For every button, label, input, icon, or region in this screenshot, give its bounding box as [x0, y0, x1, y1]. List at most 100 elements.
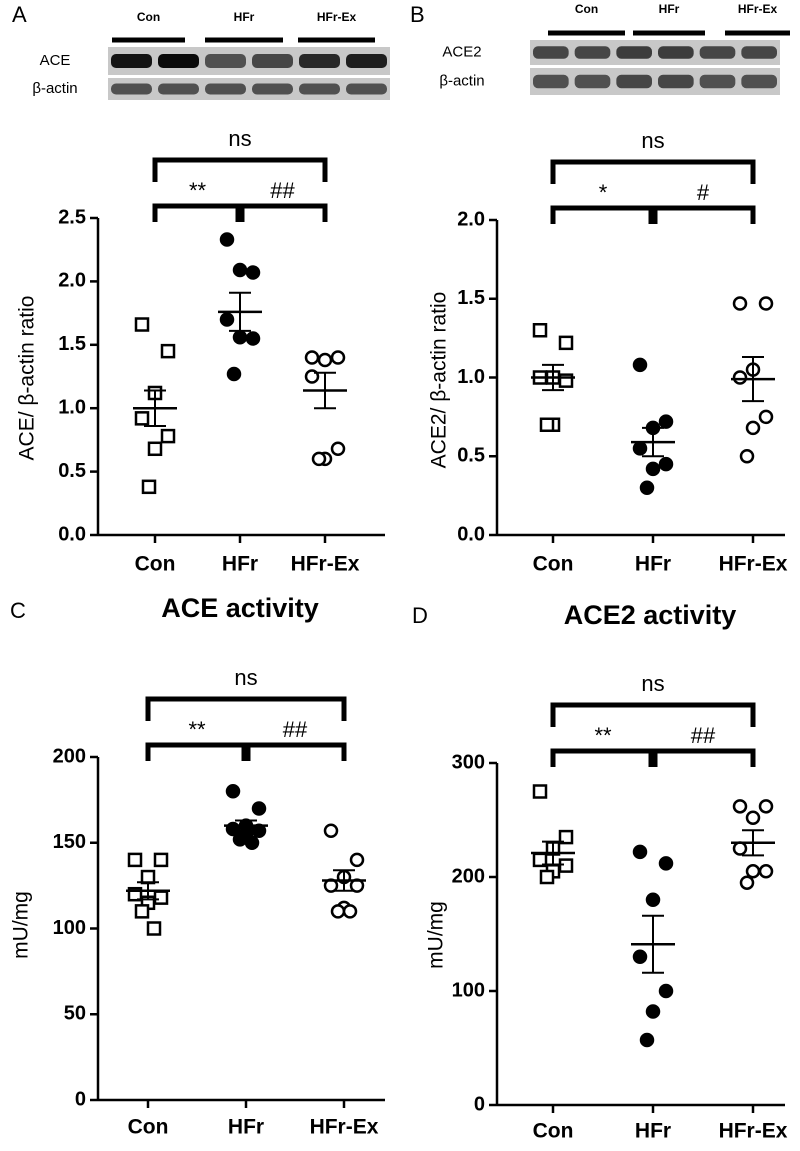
significance-bracket	[152, 157, 328, 182]
significance-bracket	[145, 696, 347, 721]
data-point	[232, 329, 248, 345]
x-tick-label: Con	[533, 553, 574, 576]
lane-label: Con	[575, 2, 598, 16]
significance-label: *	[599, 180, 608, 205]
blot-band	[205, 83, 246, 95]
blot-band	[658, 74, 694, 89]
y-tick-label: 50	[64, 1003, 86, 1025]
blot-row-label: β-actin	[439, 72, 484, 89]
blot-bg	[108, 47, 390, 75]
blot-band	[699, 46, 736, 59]
blot-band	[741, 74, 777, 89]
data-point	[558, 829, 574, 845]
significance-bracket	[145, 742, 247, 761]
data-point	[147, 441, 163, 457]
panel-letter: D	[412, 603, 428, 628]
data-point	[758, 799, 774, 814]
significance-label: ns	[641, 671, 664, 696]
x-tick-label: HFr-Ex	[719, 553, 788, 576]
data-point	[739, 449, 755, 464]
y-tick-label: 150	[53, 831, 86, 853]
blot-band	[111, 83, 152, 95]
blot-row-label: ACE2	[442, 43, 481, 60]
data-point	[745, 864, 761, 879]
blot-band	[574, 46, 611, 59]
blot-band	[699, 74, 736, 89]
data-point	[732, 841, 748, 856]
blot-band	[252, 83, 293, 95]
blot-band	[346, 83, 387, 95]
data-point	[330, 904, 346, 919]
data-point	[232, 832, 248, 847]
data-point	[539, 417, 555, 432]
data-point	[658, 456, 674, 472]
panel-letter: B	[410, 2, 425, 27]
data-point	[558, 858, 574, 873]
data-point	[127, 852, 143, 868]
blot-row-label: β-actin	[32, 80, 77, 97]
y-tick-label: 2.0	[58, 270, 86, 292]
lane-label: HFr	[234, 10, 255, 24]
y-tick-label: 300	[452, 751, 485, 773]
data-point	[160, 428, 176, 444]
x-tick-label: HFr	[222, 553, 258, 576]
y-tick-label: 0.0	[457, 523, 485, 545]
blot-band	[616, 74, 652, 89]
y-axis-label: mU/mg	[425, 901, 448, 969]
significance-label: ns	[228, 126, 251, 151]
y-axis-label: ACE/ β-actin ratio	[16, 296, 39, 461]
data-point	[539, 869, 555, 885]
y-tick-label: 0.0	[58, 523, 86, 545]
chart-title: ACE2 activity	[564, 600, 737, 630]
data-point	[645, 892, 661, 908]
data-point	[342, 904, 358, 919]
blot-band	[299, 54, 340, 68]
blot-row-label: ACE	[40, 52, 71, 69]
significance-label: ns	[234, 665, 257, 690]
significance-label: **	[188, 717, 206, 742]
blot-band	[658, 46, 694, 59]
significance-bracket	[550, 748, 654, 767]
significance-label: **	[594, 723, 612, 748]
y-tick-label: 2.5	[58, 206, 86, 228]
y-axis-label: mU/mg	[10, 891, 33, 959]
data-point	[160, 343, 176, 359]
data-point	[639, 1032, 655, 1048]
data-point	[134, 317, 150, 332]
data-point	[645, 461, 661, 477]
data-point	[632, 949, 648, 965]
panel-letter: C	[10, 598, 26, 623]
data-point	[141, 479, 157, 495]
significance-bracket	[245, 742, 347, 761]
chart-title: ACE activity	[161, 593, 319, 623]
data-point	[632, 441, 648, 456]
y-tick-label: 100	[53, 917, 86, 939]
lane-label: Con	[137, 10, 160, 24]
data-point	[645, 1004, 661, 1019]
significance-label: #	[697, 180, 710, 205]
data-point	[658, 414, 674, 429]
y-tick-label: 1.0	[58, 396, 86, 418]
x-tick-label: Con	[128, 1116, 169, 1139]
data-point	[639, 480, 655, 495]
data-point	[745, 810, 761, 825]
data-point	[732, 370, 748, 385]
blot-band	[299, 83, 340, 95]
lane-label: HFr-Ex	[317, 10, 357, 24]
significance-label: ##	[691, 723, 716, 748]
lane-label: HFr	[659, 2, 680, 16]
blot-bg	[530, 40, 780, 65]
significance-label: ##	[270, 178, 295, 203]
data-point	[330, 441, 346, 457]
y-tick-label: 0	[474, 1093, 485, 1115]
data-point	[232, 262, 248, 278]
blot-band	[533, 74, 569, 89]
data-point	[758, 864, 774, 879]
data-point	[245, 265, 261, 280]
x-tick-label: Con	[135, 553, 176, 576]
x-tick-label: Con	[533, 1120, 574, 1143]
y-tick-label: 200	[452, 865, 485, 887]
blot-band	[574, 74, 611, 89]
data-point	[251, 801, 267, 816]
x-tick-label: HFr-Ex	[310, 1116, 379, 1139]
